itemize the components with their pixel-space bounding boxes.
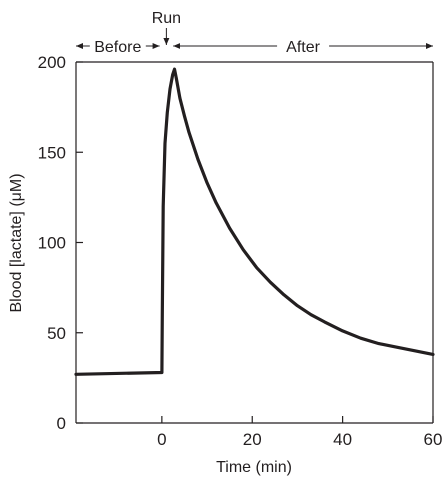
phase-label-run: Run — [152, 10, 181, 27]
y-tick-label: 0 — [57, 414, 66, 433]
x-axis-ticks: 0 20 40 60 — [157, 416, 442, 449]
y-axis-ticks: 0 50 100 150 200 — [38, 53, 83, 433]
x-axis-label: Time (min) — [216, 459, 292, 476]
lactate-series-line — [74, 67, 435, 376]
y-axis-label: Blood [lactate] (μM) — [8, 173, 25, 312]
y-tick-label: 200 — [38, 53, 66, 72]
phase-label-after: After — [286, 39, 320, 56]
x-tick-label: 60 — [424, 430, 443, 449]
x-tick-label: 0 — [157, 430, 166, 449]
x-tick-label: 40 — [333, 430, 352, 449]
y-tick-label: 50 — [47, 324, 66, 343]
phase-label-before: Before — [94, 39, 141, 56]
x-tick-label: 20 — [243, 430, 262, 449]
y-tick-label: 100 — [38, 234, 66, 253]
y-tick-label: 150 — [38, 143, 66, 162]
phase-annotations: Before Run After — [76, 10, 433, 56]
